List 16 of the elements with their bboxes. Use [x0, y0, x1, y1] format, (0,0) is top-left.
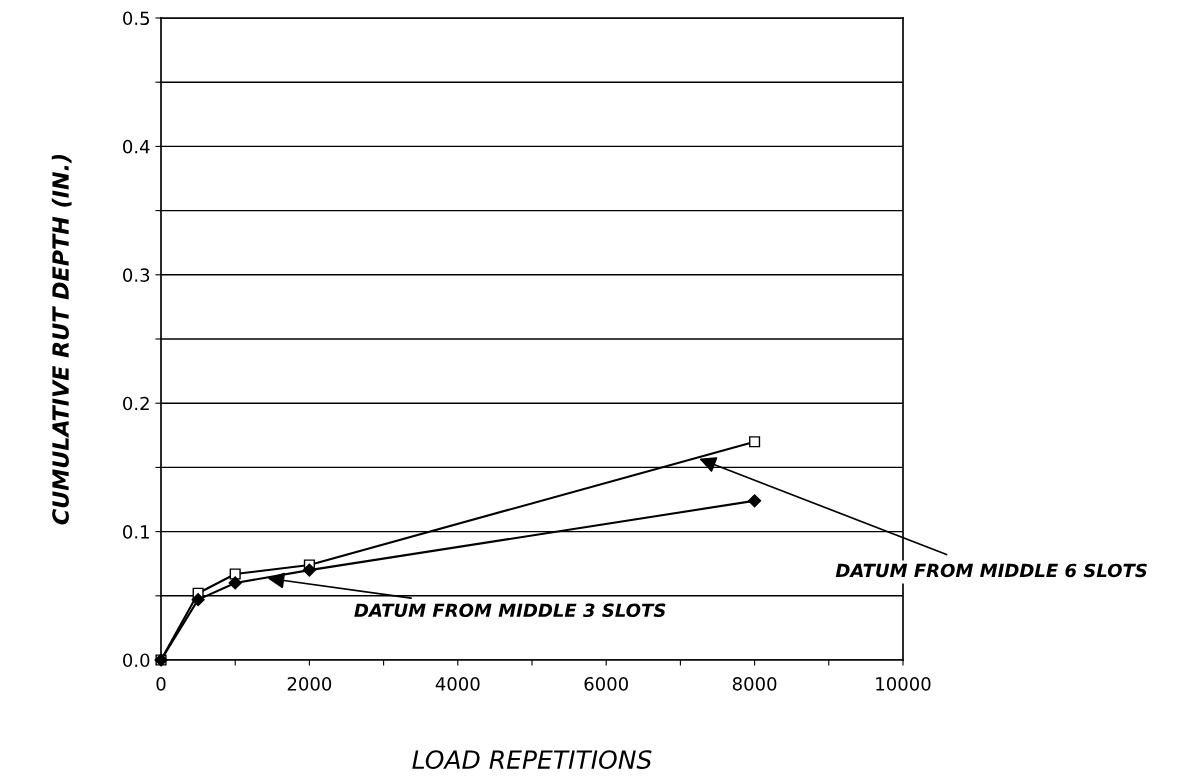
- x-tick-label: 10000: [876, 676, 931, 691]
- text: DATUM FROM MIDDLE 3 SLOTS: [354, 603, 666, 618]
- text: DATUM FROM MIDDLE 6 SLOTS: [835, 563, 1147, 578]
- x-tick-label: 4000: [435, 676, 480, 691]
- y-axis-title: CUMULATIVE RUT DEPTH (IN.): [51, 154, 72, 525]
- y-tick-label: 0.2: [123, 396, 149, 411]
- y-tick-label: 0.4: [123, 139, 150, 154]
- x-tick-label: 0: [156, 676, 166, 691]
- y-tick-label: 0.3: [123, 268, 150, 282]
- x-tick-label: 2000: [287, 676, 332, 691]
- x-tick-label: 6000: [584, 676, 628, 691]
- y-tick-label: 0.0: [123, 653, 150, 668]
- x-axis-title: LOAD REPETITIONS: [412, 750, 652, 770]
- x-tick-label: 8000: [732, 676, 777, 691]
- y-tick-label: 0.1: [123, 525, 149, 539]
- y-tick-label: 0.5: [123, 11, 150, 26]
